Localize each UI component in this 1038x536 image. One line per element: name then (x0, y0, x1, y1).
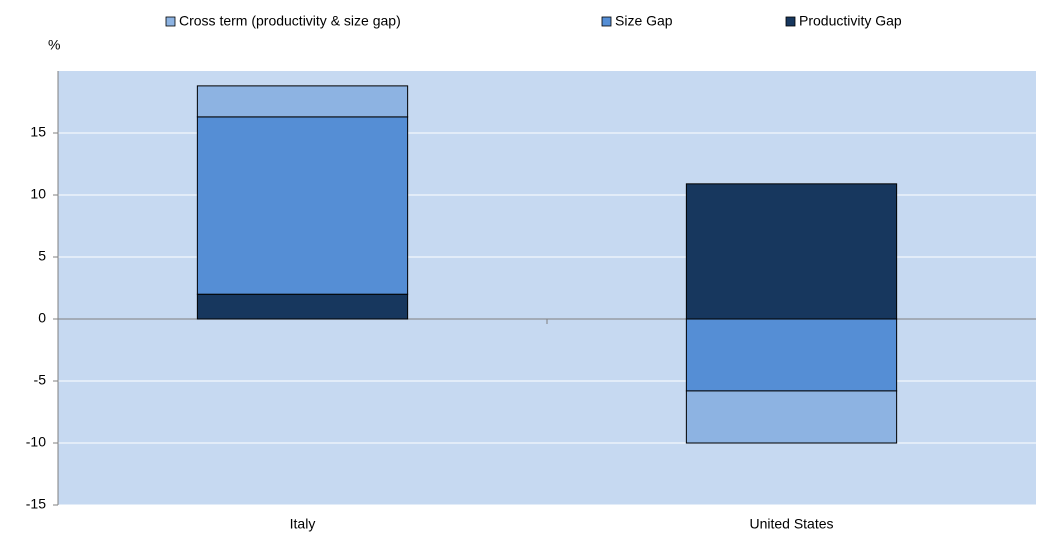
legend-swatch (165, 16, 176, 27)
x-tick-label: Italy (290, 516, 316, 532)
y-tick-label: 0 (38, 310, 46, 326)
y-axis-label: % (48, 37, 60, 53)
y-tick-label: -15 (26, 496, 46, 512)
y-tick-label: 15 (30, 124, 46, 140)
bar-segment (196, 85, 409, 118)
y-tick-label: 5 (38, 248, 46, 264)
legend-swatch (785, 16, 796, 27)
y-tick-label: -5 (34, 372, 47, 388)
legend-label: Size Gap (615, 13, 673, 29)
x-tick-label: United States (749, 516, 833, 532)
bar-segment (196, 116, 409, 295)
y-tick-label: 10 (30, 186, 46, 202)
bar-segment (685, 183, 898, 320)
bar-segment (685, 390, 898, 444)
legend-swatch (601, 16, 612, 27)
bar-segment (196, 293, 409, 320)
legend-label: Productivity Gap (799, 13, 902, 29)
bar-segment (685, 318, 898, 392)
legend-label: Cross term (productivity & size gap) (179, 13, 401, 29)
y-tick-label: -10 (26, 434, 46, 450)
